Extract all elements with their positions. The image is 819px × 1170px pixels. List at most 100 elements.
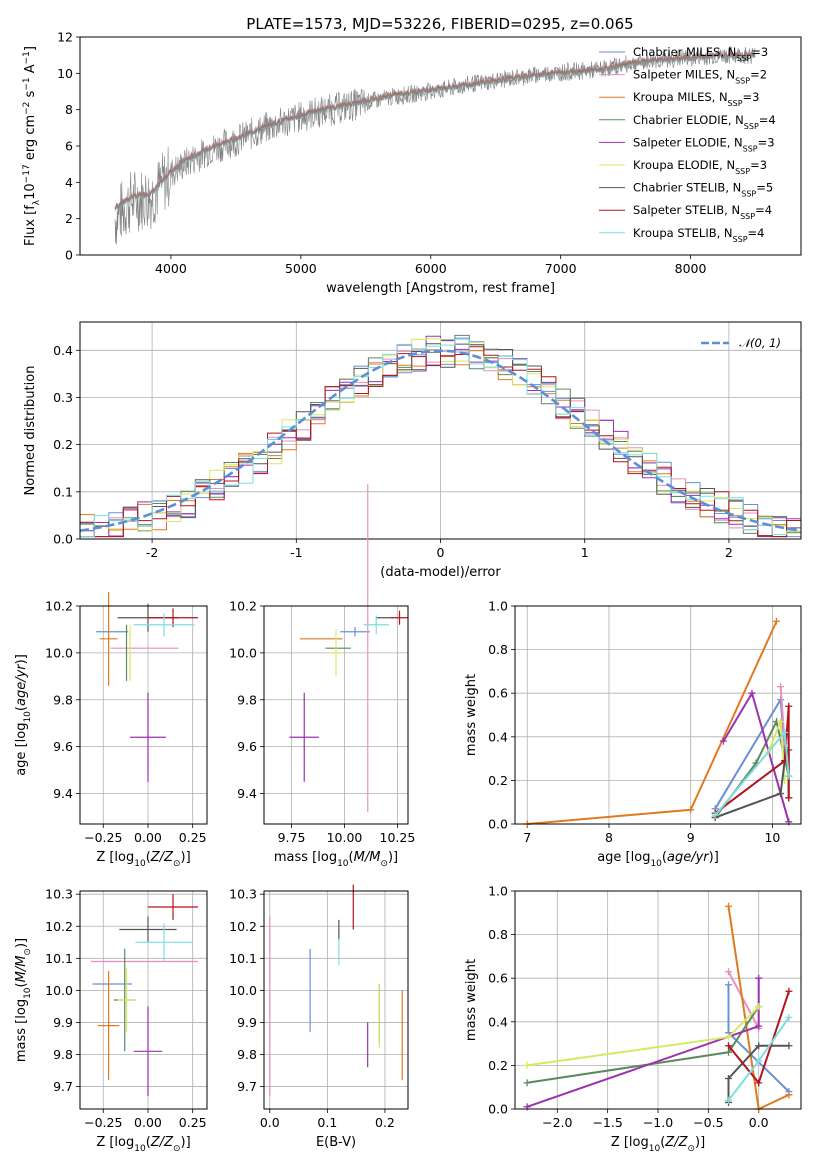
- x-tick-label: 7: [523, 830, 531, 845]
- y-tick-label: 0.4: [488, 729, 508, 744]
- x-tick-label: −0.5: [693, 1115, 723, 1130]
- age-vs-z-ylabel: age [log10(age/yr)]: [14, 654, 33, 776]
- residuals-ylabel: Normed distribution: [23, 366, 38, 496]
- x-tick-label: -1: [290, 545, 302, 560]
- mw-vs-z-marker: [724, 1042, 732, 1050]
- residuals-xlabel: (data-model)/error: [380, 565, 501, 580]
- x-tick-label: 4000: [155, 261, 187, 276]
- legend-entry: Chabrier STELIB, NSSP=5: [633, 181, 773, 199]
- mw-vs-z-marker: [724, 981, 732, 989]
- y-tick-label: 10.2: [45, 919, 73, 934]
- x-tick-label: 1: [581, 545, 589, 560]
- y-tick-label: 1.0: [488, 884, 508, 899]
- x-tick-label: 9: [687, 830, 695, 845]
- x-tick-label: 6000: [415, 261, 447, 276]
- y-tick-label: 6: [65, 139, 73, 154]
- mw-vs-z-marker: [755, 1003, 763, 1011]
- x-tick-label: −0.25: [84, 1115, 122, 1130]
- histogram-series: [80, 338, 801, 538]
- x-tick-label: 0.2: [375, 1115, 395, 1130]
- x-tick-label: 5000: [285, 261, 317, 276]
- mw-vs-z-marker: [755, 1057, 763, 1065]
- mw-vs-age-marker: [748, 689, 756, 697]
- age-vs-z-xlabel: Z [log10(Z/Z⊙)]: [96, 850, 190, 869]
- y-tick-label: 9.4: [53, 786, 73, 801]
- gaussian-curve: [79, 349, 802, 532]
- mw-vs-age-marker: [687, 806, 695, 814]
- y-tick-label: 10.2: [229, 599, 257, 614]
- massweight_vs_Z-axes: −2.0 −1.5 −1.0 −0.5 0.0 0.0 0.2 0.4 0.6 0.8 1.0: [488, 884, 801, 1130]
- x-tick-label: 0.0: [260, 1115, 280, 1130]
- mass_vs_EBV-grid: [264, 891, 408, 1109]
- spectrum-frame: [79, 36, 802, 256]
- y-tick-label: 0.4: [53, 343, 73, 358]
- y-tick-label: 0.4: [488, 1014, 508, 1029]
- x-tick-label: −1.5: [592, 1115, 622, 1130]
- y-tick-label: 10.0: [229, 983, 257, 998]
- mw-vs-z-marker: [724, 968, 732, 976]
- mw-vs-z-marker: [724, 1033, 732, 1041]
- y-tick-label: 4: [65, 175, 73, 190]
- x-tick-label: 10: [764, 830, 780, 845]
- mass-vs-z-xlabel: Z [log10(Z/Z⊙)]: [96, 1135, 190, 1154]
- age-vs-z-frame: [79, 605, 208, 825]
- mass_vs_Z-grid: [80, 891, 207, 1109]
- legend-entry: Salpeter ELODIE, NSSP=3: [633, 135, 775, 153]
- residuals-frame: [79, 321, 802, 540]
- y-tick-label: 9.8: [237, 1047, 257, 1062]
- mw-vs-z-series: [526, 1005, 760, 1067]
- mw-vs-z-series: [526, 1005, 760, 1084]
- y-tick-label: 10.2: [45, 599, 73, 614]
- mass-vs-ebv-xlabel: E(B-V): [316, 1135, 356, 1150]
- mw-vs-z-marker: [785, 987, 793, 995]
- y-tick-label: 0.0: [488, 1102, 508, 1117]
- mw-vs-z-marker: [724, 1074, 732, 1082]
- mw-vs-age-series: [714, 706, 790, 814]
- x-tick-label: 10.00: [327, 830, 363, 845]
- mw-vs-age-marker: [772, 617, 780, 625]
- y-tick-label: 9.8: [53, 692, 73, 707]
- x-tick-label: 10.25: [380, 830, 416, 845]
- mass_vs_EBV-axes: 0.0 0.1 0.2 9.7 9.8 9.9 10.0 10.1 10.2 10.3: [229, 887, 408, 1130]
- y-tick-label: 10.3: [229, 887, 257, 902]
- mass-vs-z-frame: [79, 890, 208, 1110]
- age_vs_mass-axes: 9.75 10.00 10.25 9.4 9.6 9.8 10.0 10.2: [229, 599, 415, 846]
- y-tick-label: 9.6: [237, 739, 257, 754]
- mw-vs-age-marker: [785, 702, 793, 710]
- x-tick-label: 8000: [675, 261, 707, 276]
- mw-vs-z-marker: [755, 1042, 763, 1050]
- mw-vs-z-series: [727, 971, 760, 1029]
- legend-entry: Salpeter MILES, NSSP=2: [633, 68, 767, 86]
- x-tick-label: 0.0: [749, 1115, 769, 1130]
- y-tick-label: 9.9: [237, 1015, 257, 1030]
- mw-vs-age-series: [714, 729, 790, 816]
- y-tick-label: 0.6: [488, 971, 508, 986]
- mw-vs-z-marker: [785, 1042, 793, 1050]
- y-tick-label: 10.0: [229, 645, 257, 660]
- y-tick-label: 9.9: [53, 1015, 73, 1030]
- y-tick-label: 10.2: [229, 919, 257, 934]
- y-tick-label: 10.1: [45, 951, 73, 966]
- mw-vs-z-marker: [724, 1096, 732, 1104]
- legend-entry: Salpeter STELIB, NSSP=4: [633, 203, 772, 221]
- y-tick-label: 0.2: [53, 437, 73, 452]
- x-tick-label: -2: [146, 545, 158, 560]
- mw-vs-z-marker: [523, 1079, 531, 1087]
- legend-entry: 𝒩(0, 1): [739, 336, 781, 350]
- mw-vs-age-xlabel: age [log10(age/yr)]: [597, 850, 719, 869]
- x-tick-label: −2.0: [542, 1115, 572, 1130]
- y-tick-label: 9.7: [237, 1079, 257, 1094]
- mw-vs-age-series: [527, 620, 778, 825]
- legend-entry: Kroupa ELODIE, NSSP=3: [633, 158, 767, 176]
- mw-vs-z-series: [526, 978, 760, 1108]
- y-tick-label: 0.0: [53, 532, 73, 547]
- y-tick-label: 9.8: [237, 692, 257, 707]
- mw-vs-age-marker: [711, 811, 719, 819]
- mw-vs-age-series: [714, 696, 786, 810]
- x-tick-label: 0.1: [317, 1115, 337, 1130]
- y-tick-label: 2: [65, 211, 73, 226]
- age_vs_Z-grid: [80, 605, 207, 824]
- figure-title: PLATE=1573, MJD=53226, FIBERID=0295, z=0…: [246, 15, 633, 33]
- mass_vs_Z-axes: −0.25 0.00 0.25 9.7 9.8 9.9 10.0 10.1 10.2 10.3: [45, 887, 207, 1130]
- y-tick-label: 0.2: [488, 1058, 508, 1073]
